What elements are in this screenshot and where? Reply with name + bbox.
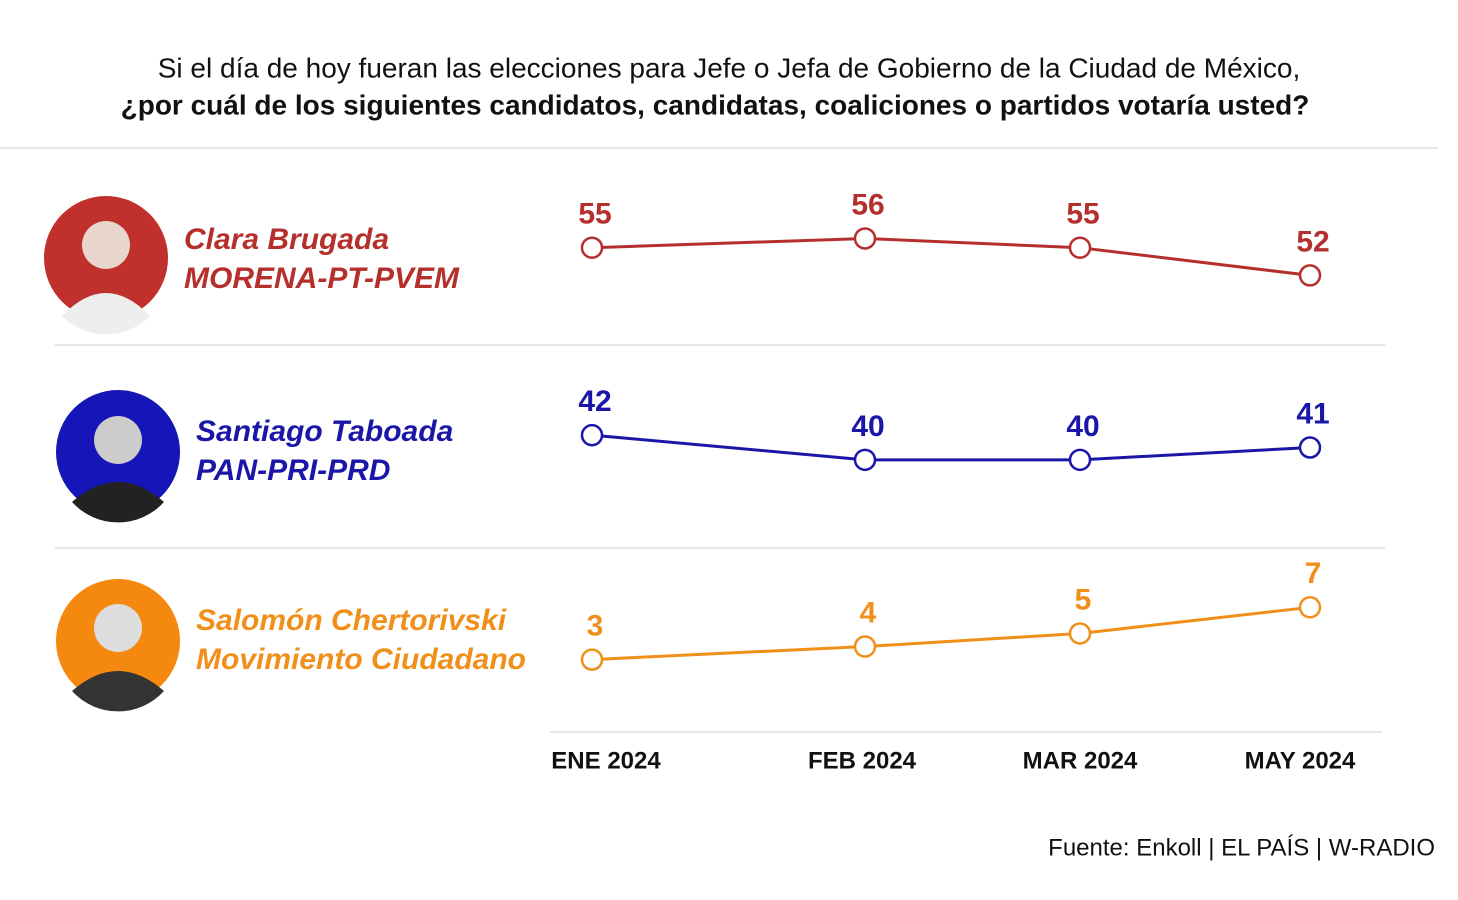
x-tick-label: ENE 2024 [551,747,661,774]
point [853,227,877,250]
value-label: 41 [1296,397,1329,430]
candidate-name: Santiago Taboada [196,415,453,448]
value-label: 7 [1305,557,1322,590]
value-label: 55 [1066,198,1099,231]
value-label: 5 [1075,583,1092,616]
point [580,648,604,671]
point [1068,622,1092,645]
party-name: Movimiento Ciudadano [196,643,526,676]
point [580,236,604,259]
party-name: MORENA-PT-PVEM [184,262,460,295]
value-label: 52 [1296,225,1329,258]
x-tick-label: FEB 2024 [808,747,917,774]
value-label: 56 [851,188,884,221]
point [1298,436,1322,459]
value-label: 40 [851,410,884,443]
point [1298,596,1322,619]
party-name: PAN-PRI-PRD [196,454,390,487]
value-label: 4 [860,596,877,629]
line [591,236,1311,277]
x-tick-label: MAR 2024 [1023,747,1138,774]
portrait [44,196,168,335]
point [853,635,877,658]
value-label: 3 [587,610,604,643]
source: Fuente: Enkoll | EL PAÍS | W-RADIO [1048,834,1435,861]
line [591,433,1311,462]
candidate-name: Salomón Chertorivski [196,604,507,637]
line [591,605,1311,662]
portrait [56,390,180,523]
point [580,423,604,447]
value-label: 40 [1066,410,1099,443]
point [1068,236,1092,259]
chart-title: Si el día de hoy fueran las elecciones p… [158,52,1301,83]
point [1068,448,1092,472]
candidate-name: Clara Brugada [184,223,389,256]
value-label: 55 [578,198,611,231]
point [853,448,877,472]
portrait [56,579,180,712]
x-tick-label: MAY 2024 [1245,747,1356,774]
chart-subtitle: ¿por cuál de los siguientes candidatos, … [121,89,1310,120]
point [1298,264,1322,287]
value-label: 42 [578,385,611,418]
